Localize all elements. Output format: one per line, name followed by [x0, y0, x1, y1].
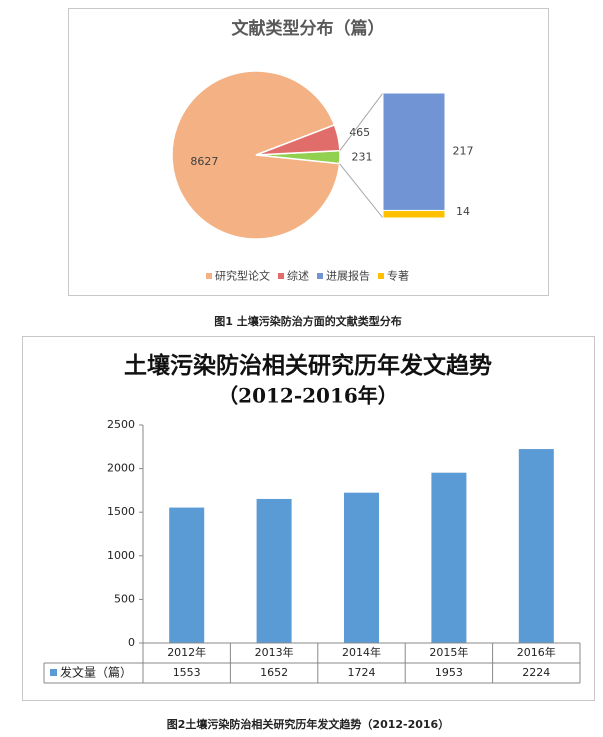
x-tick-label: 2014年 [342, 645, 381, 659]
bar [169, 507, 205, 643]
x-tick-label: 2013年 [255, 645, 294, 659]
table-value: 1553 [173, 666, 201, 679]
y-tick-label: 0 [128, 636, 135, 649]
y-tick-label: 1000 [107, 549, 135, 562]
legend-swatch [206, 273, 212, 279]
y-tick-label: 500 [114, 592, 135, 605]
x-tick-label: 2016年 [517, 645, 556, 659]
data-label: 217 [453, 145, 474, 158]
bar [256, 498, 292, 643]
legend-swatch [278, 273, 284, 279]
legend-label: 发文量（篇） [60, 665, 132, 680]
table-value: 1953 [435, 666, 463, 679]
legend-swatch [50, 669, 57, 676]
pie-slice [171, 70, 341, 240]
data-label: 231 [351, 151, 372, 164]
bar [344, 492, 379, 643]
chart-title: 文献类型分布（篇） [232, 18, 385, 39]
y-tick-label: 2500 [107, 418, 135, 431]
data-label: 8627 [190, 155, 218, 168]
table-value: 1724 [348, 666, 376, 679]
y-tick-label: 2000 [107, 462, 135, 475]
legend-label: 进展报告 [326, 269, 370, 283]
table-value: 2224 [522, 666, 550, 679]
connector [339, 163, 384, 219]
chart-title: 土壤污染防治相关研究历年发文趋势 [124, 352, 492, 379]
chart-subtitle: （2012-2016年） [218, 384, 398, 408]
data-label: 465 [349, 126, 370, 139]
legend-label: 专著 [387, 269, 409, 283]
legend-swatch [378, 273, 384, 279]
figure-2-frame [22, 336, 595, 701]
bar [431, 472, 467, 643]
bar-segment [382, 209, 446, 219]
bar-segment [382, 92, 446, 211]
legend-swatch [317, 273, 323, 279]
x-tick-label: 2015年 [429, 645, 468, 659]
y-tick-label: 1500 [107, 505, 135, 518]
figure-caption: 图1 土壤污染防治方面的文献类型分布 [214, 314, 401, 328]
legend-label: 研究型论文 [215, 269, 270, 283]
bar [518, 449, 554, 643]
x-tick-label: 2012年 [167, 645, 206, 659]
data-label: 14 [456, 205, 470, 218]
figure-caption: 图2土壤污染防治相关研究历年发文趋势（2012-2016） [167, 717, 449, 731]
legend-label: 综述 [287, 269, 309, 283]
table-value: 1652 [260, 666, 288, 679]
connector [339, 92, 384, 151]
